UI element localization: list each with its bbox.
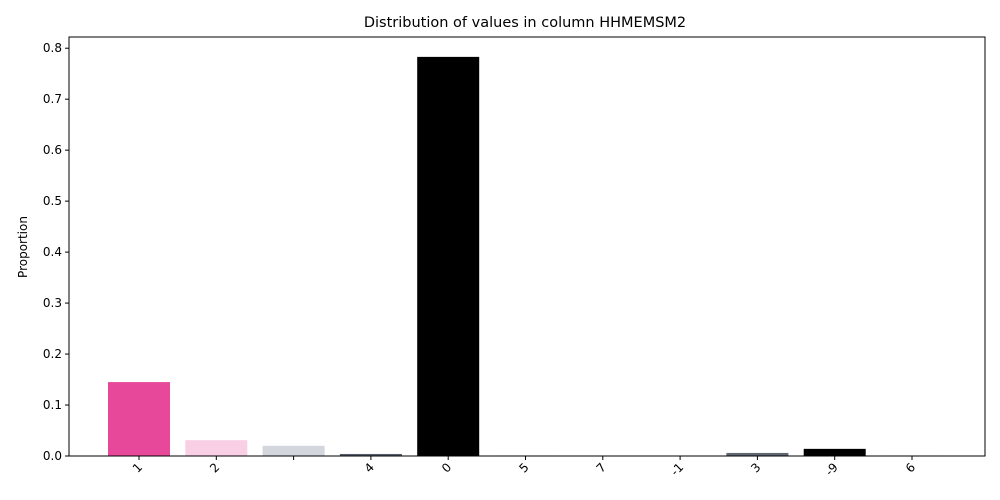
bar--9: [803, 448, 866, 456]
plot-area: 1 2 4 0 5 7 -1 3 -9 6 0.0 0.1 0.2 0.3 0.4 0.5 0.6 0.7 0.8: [43, 41, 943, 479]
x-tick-label: -9: [822, 460, 840, 478]
x-tick-label: 6: [903, 460, 918, 475]
x-tick-label: 7: [594, 460, 609, 475]
plot-frame: [68, 36, 986, 457]
x-tick-label: 2: [207, 460, 222, 475]
bar-3: [726, 452, 789, 456]
bar-blank: [262, 445, 325, 456]
bar-1: [108, 382, 170, 456]
x-tick-label: 4: [362, 460, 377, 475]
x-tick-label: -1: [668, 460, 686, 478]
y-tick-label: 0.7: [43, 92, 62, 106]
x-tick-label: 1: [130, 460, 145, 475]
y-tick-label: 0.3: [43, 296, 62, 310]
bar-2: [185, 440, 248, 456]
y-axis-label: Proportion: [16, 216, 30, 278]
x-tick-label: 3: [748, 460, 763, 475]
chart-title: Distribution of values in column HHMEMSM…: [364, 15, 686, 31]
y-tick-label: 0.1: [43, 398, 62, 412]
x-tick-label: 0: [439, 460, 454, 475]
y-tick-label: 0.5: [43, 194, 62, 208]
x-tick-label: 5: [516, 460, 531, 475]
y-tick-label: 0.4: [43, 245, 62, 259]
y-tick-label: 0.6: [43, 143, 62, 157]
y-tick-label: 0.8: [43, 41, 62, 55]
y-tick-label: 0.2: [43, 347, 62, 361]
bar-4: [339, 453, 402, 456]
bar-0: [417, 56, 480, 456]
y-tick-label: 0.0: [43, 449, 62, 463]
